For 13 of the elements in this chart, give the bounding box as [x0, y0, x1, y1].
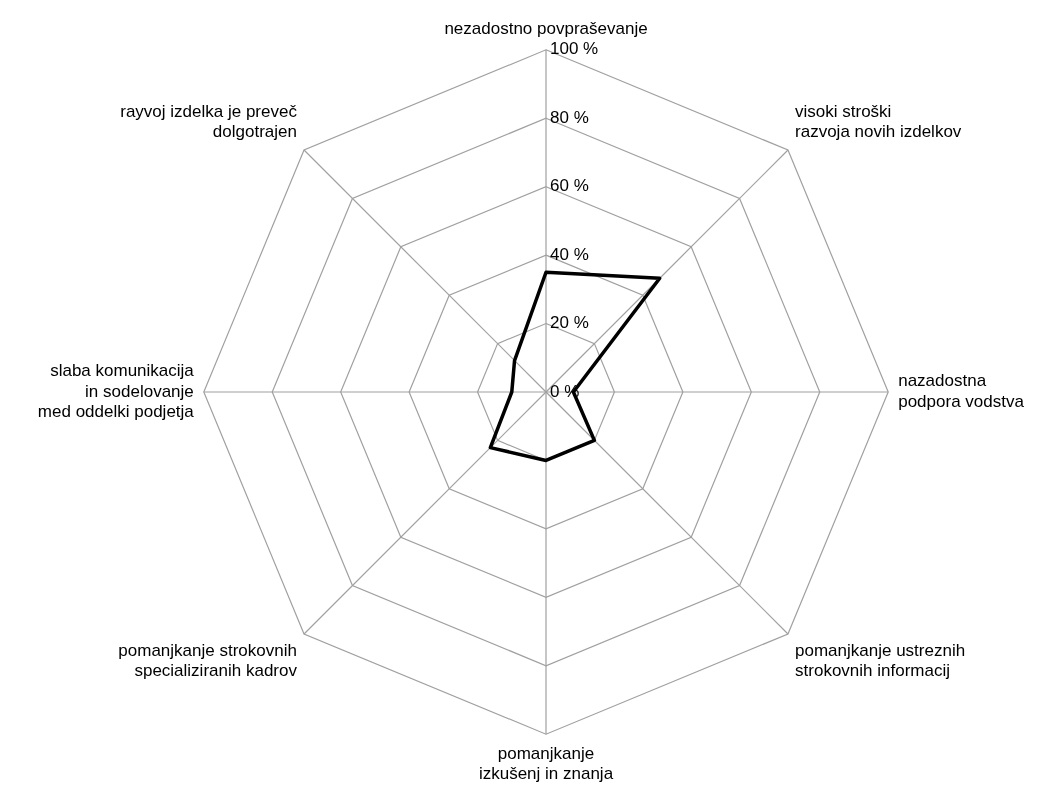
spoke-label: pomanjkanje strokovnih specializiranih kadrov [118, 640, 298, 681]
spoke-label: pomanjkanje izkušenj in znanja [478, 744, 614, 784]
y-tick-label: 80 % [550, 107, 589, 127]
spoke-label: pomanjkanje ustreznih strokovnih informacij [795, 640, 966, 681]
y-tick-label: 40 % [550, 244, 589, 264]
spoke-label: slaba komunikacija in sodelovanje med oddelki podjetja [37, 361, 195, 422]
spoke-label: nazadostna podpora vodstva [898, 371, 1025, 411]
spoke-label: rayvoj izdelka je preveč dolgotrajen [120, 102, 298, 142]
spoke-label: nezadostno povpraševanje [444, 19, 648, 39]
spoke-label: visoki stroški razvoja novih izdelkov [795, 102, 962, 142]
y-tick-label: 100 % [550, 39, 599, 59]
y-tick-label: 20 % [550, 313, 589, 333]
y-tick-label: 60 % [550, 176, 589, 196]
